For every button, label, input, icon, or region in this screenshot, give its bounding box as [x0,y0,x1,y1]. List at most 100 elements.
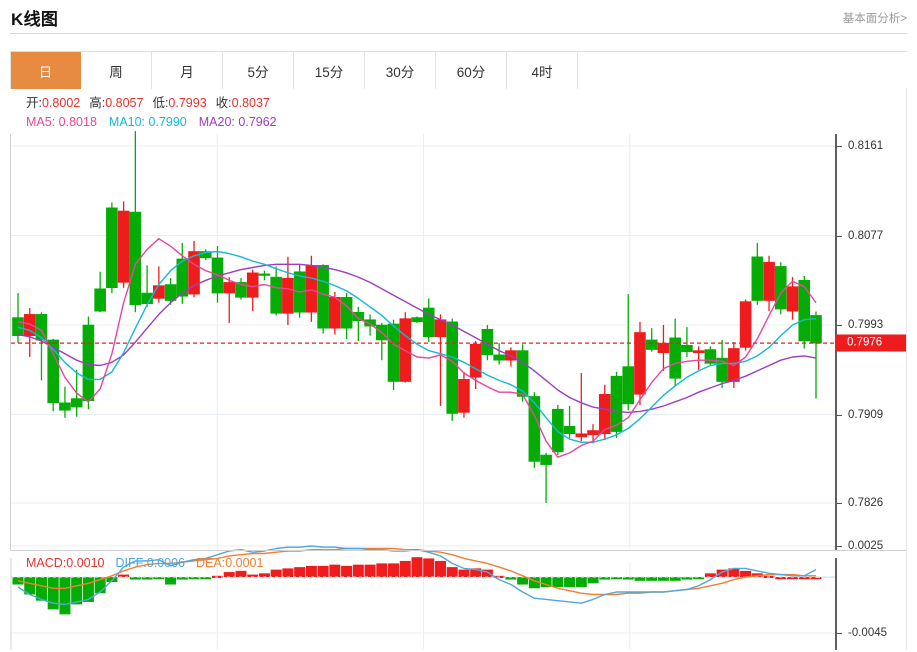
macd-bar[interactable] [35,577,47,601]
candle-body[interactable] [481,328,494,356]
macd-bar[interactable] [611,577,622,580]
candle-body[interactable] [223,282,236,294]
macd-bar[interactable] [329,564,341,578]
candle-body[interactable] [516,350,529,397]
macd-bar[interactable] [622,577,634,580]
candle-body[interactable] [387,323,400,382]
macd-bar[interactable] [552,577,564,588]
candle-body[interactable] [23,314,36,336]
tab-3[interactable]: 5分 [223,52,294,89]
candle-body[interactable] [692,350,705,354]
macd-bar[interactable] [599,577,611,580]
candle-body[interactable] [458,379,470,413]
macd-bar[interactable] [704,573,716,578]
macd-bar[interactable] [587,577,599,584]
macd-bar[interactable] [728,568,740,578]
candle-body[interactable] [317,265,329,329]
candle-body[interactable] [258,273,271,276]
macd-bar[interactable] [540,577,552,588]
candle-body[interactable] [657,342,670,354]
candle-body[interactable] [70,398,83,408]
candle-body[interactable] [540,454,552,465]
macd-bar[interactable] [517,577,529,585]
candle-body[interactable] [282,277,294,314]
macd-bar[interactable] [305,565,317,578]
macd-bar[interactable] [388,563,400,578]
tab-6[interactable]: 60分 [436,52,507,89]
macd-bar[interactable] [129,577,141,580]
candle-body[interactable] [117,210,130,283]
candle-body[interactable] [681,344,693,352]
candle-body[interactable] [552,408,564,453]
macd-bar[interactable] [775,577,787,580]
macd-bar[interactable] [376,563,388,578]
candle-body[interactable] [763,261,775,301]
macd-bar[interactable] [446,567,458,578]
candle-body[interactable] [246,272,259,298]
candle-body[interactable] [176,258,189,297]
macd-bar[interactable] [294,567,306,578]
candle-body[interactable] [469,343,482,378]
macd-bar[interactable] [716,569,728,578]
macd-bar[interactable] [505,577,517,580]
tab-5[interactable]: 30分 [365,52,436,89]
tab-7[interactable]: 4时 [507,52,578,89]
candle-body[interactable] [598,394,611,435]
candle-body[interactable] [739,301,752,348]
candle-body[interactable] [716,357,728,382]
macd-bar[interactable] [24,577,36,595]
tab-0[interactable]: 日 [10,52,81,89]
macd-bar[interactable] [118,574,130,578]
candle-body[interactable] [634,332,646,395]
macd-bar[interactable] [470,568,482,578]
candle-body[interactable] [563,425,576,435]
candle-body[interactable] [235,282,247,298]
candle-body[interactable] [774,266,787,310]
candle-body[interactable] [59,402,71,411]
macd-bar[interactable] [153,577,165,580]
macd-bar[interactable] [399,560,411,578]
macd-bar[interactable] [59,577,71,615]
tab-2[interactable]: 月 [152,52,223,89]
macd-bar[interactable] [798,577,810,580]
macd-bar[interactable] [258,573,270,578]
candle-body[interactable] [786,286,799,312]
candle-body[interactable] [422,307,435,338]
macd-bar[interactable] [634,577,646,581]
candle-body[interactable] [364,319,376,327]
macd-bar[interactable] [810,577,822,580]
macd-bar[interactable] [364,564,376,578]
fundamental-analysis-link[interactable]: 基本面分析> [842,13,907,25]
candle-body[interactable] [188,251,200,295]
candle-body[interactable] [164,284,177,301]
macd-bar[interactable] [434,560,446,578]
macd-bar[interactable] [317,565,329,578]
macd-bar[interactable] [82,577,94,602]
macd-bar[interactable] [528,577,540,589]
candle-body[interactable] [446,321,459,414]
macd-bar[interactable] [270,569,282,578]
candle-body[interactable] [610,375,623,432]
macd-bar[interactable] [458,569,470,578]
macd-bar[interactable] [235,570,247,578]
candle-body[interactable] [329,297,341,329]
macd-bar[interactable] [141,577,153,580]
macd-bar[interactable] [247,574,259,578]
candle-body[interactable] [411,317,423,323]
macd-bar[interactable] [575,577,587,588]
macd-bar[interactable] [657,577,669,581]
macd-bar[interactable] [341,565,353,578]
macd-bar[interactable] [646,577,658,581]
candle-body[interactable] [669,337,681,379]
candle-body[interactable] [434,319,447,338]
macd-bar[interactable] [681,577,693,580]
candle-body[interactable] [270,276,282,314]
candle-body[interactable] [305,265,318,313]
macd-bar[interactable] [693,577,705,580]
price-chart-canvas[interactable] [10,88,907,650]
candle-body[interactable] [575,433,588,438]
macd-bar[interactable] [411,557,423,578]
macd-bar[interactable] [282,568,294,578]
candle-body[interactable] [47,339,60,404]
candle-body[interactable] [94,288,106,312]
